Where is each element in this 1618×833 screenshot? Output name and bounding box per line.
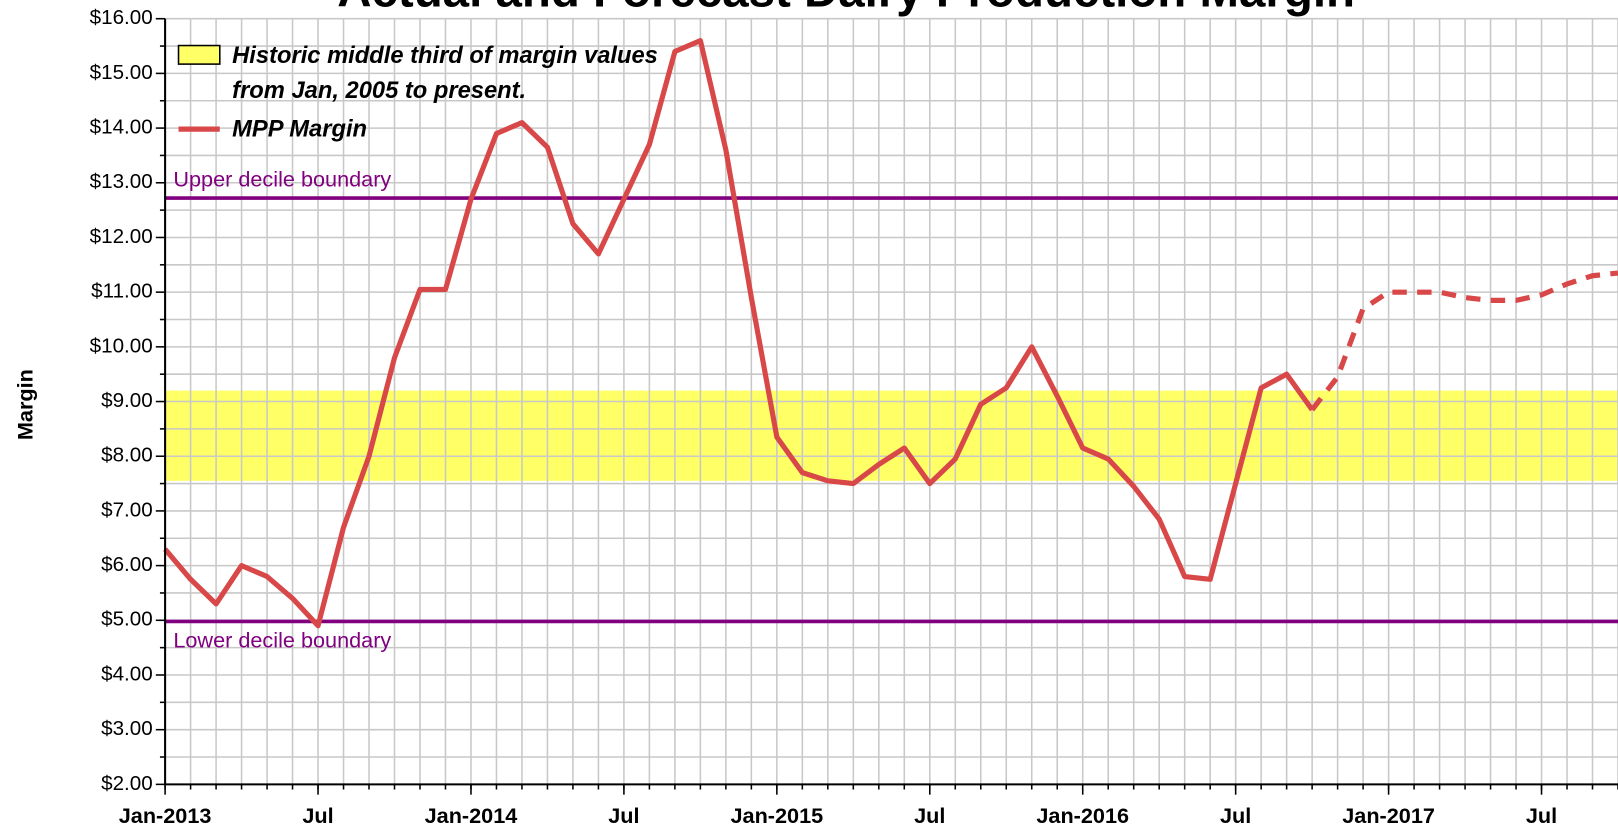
- x-tick-label: Jul: [302, 803, 333, 828]
- y-tick-label: $11.00: [91, 280, 153, 303]
- y-tick-label: $5.00: [101, 608, 153, 631]
- y-tick-label: $10.00: [90, 334, 153, 357]
- x-tick-label: Jul: [608, 803, 639, 828]
- x-tick-label: Jan-2014: [425, 803, 518, 828]
- y-axis-label: Margin: [13, 369, 38, 440]
- legend-label: Historic middle third of margin values: [232, 43, 658, 69]
- y-tick-label: $3.00: [101, 717, 153, 740]
- legend-band-swatch: [177, 44, 221, 65]
- x-tick-label: Jan-2017: [1342, 803, 1435, 828]
- y-tick-label: $15.00: [90, 61, 153, 84]
- y-tick-label: $12.00: [90, 225, 153, 248]
- y-tick-label: $2.00: [101, 772, 153, 795]
- y-tick-label: $7.00: [101, 498, 153, 521]
- x-tick-label: Jul: [914, 803, 945, 828]
- legend-label: MPP Margin: [232, 116, 367, 142]
- x-tick-label: Jan-2015: [730, 803, 823, 828]
- x-tick-label: Jan-2013: [119, 803, 212, 828]
- middle-third-band: [165, 390, 1618, 481]
- decile-label: Upper decile boundary: [173, 166, 391, 191]
- x-tick-label: Jan-2016: [1036, 803, 1129, 828]
- decile-label: Lower decile boundary: [173, 628, 391, 653]
- x-tick-label: Jul: [1526, 803, 1557, 828]
- margin-line: [163, 38, 1315, 629]
- x-tick-label: Jul: [1220, 803, 1251, 828]
- y-tick-label: $4.00: [101, 662, 153, 685]
- y-tick-label: $6.00: [101, 553, 153, 576]
- y-tick-label: $8.00: [101, 444, 153, 467]
- chart-title: Actual and Forecast Dairy Production Mar…: [337, 0, 1355, 17]
- y-tick-label: $9.00: [101, 389, 153, 412]
- y-tick-label: $13.00: [90, 170, 153, 193]
- legend-label: from Jan, 2005 to present.: [232, 78, 526, 104]
- forecast-line: [1310, 270, 1618, 412]
- y-tick-label: $16.00: [90, 6, 153, 29]
- y-tick-label: $14.00: [90, 116, 153, 139]
